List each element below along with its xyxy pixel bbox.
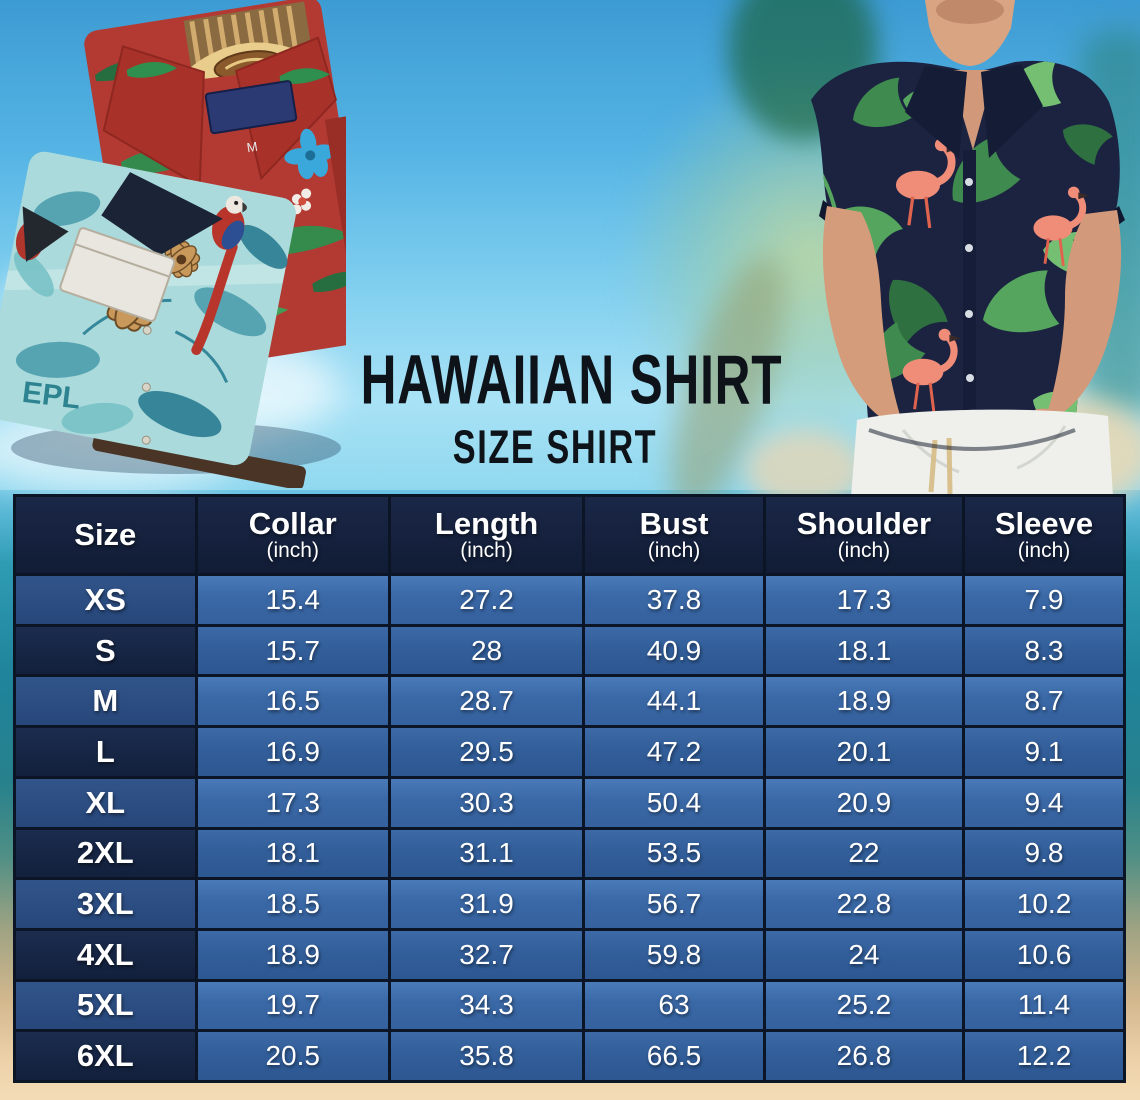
value-cell: 20.1 [765, 728, 963, 776]
value-cell: 7.9 [965, 576, 1123, 624]
value-cell: 37.8 [585, 576, 763, 624]
header-cell-bust: Bust (inch) [585, 497, 763, 573]
header-cell-collar: Collar (inch) [197, 497, 388, 573]
red-shirt-label [204, 80, 298, 135]
column-label: Length [434, 505, 539, 541]
size-cell: XL [16, 778, 195, 827]
size-table: Size Collar (inch) Length (inch) Bust (inch… [13, 494, 1126, 1083]
value-cell: 20.9 [765, 778, 963, 827]
column-label: Bust [639, 505, 709, 541]
value-cell: 28 [390, 626, 583, 675]
teal-shirt-print-text: EPL [20, 376, 82, 416]
value-cell: 17.3 [765, 576, 963, 624]
value-cell: 9.8 [965, 829, 1123, 878]
value-cell: 31.1 [390, 829, 583, 878]
value-cell: 31.9 [390, 880, 583, 928]
column-unit: (inch) [647, 539, 701, 563]
poster-title: HAWAIIAN SHIRT [360, 341, 783, 420]
value-cell: 34.3 [390, 981, 583, 1030]
value-cell: 22.8 [765, 880, 963, 928]
value-cell: 17.3 [197, 778, 388, 827]
column-label: Shoulder [796, 505, 932, 541]
column-unit: (inch) [1017, 539, 1071, 563]
size-cell: 4XL [16, 930, 195, 979]
value-cell: 19.7 [197, 981, 388, 1030]
value-cell: 47.2 [585, 728, 763, 776]
value-cell: 9.4 [965, 778, 1123, 827]
size-cell: 2XL [16, 829, 195, 878]
value-cell: 25.2 [765, 981, 963, 1030]
shirt-buttons [141, 325, 152, 445]
value-cell: 8.3 [965, 626, 1123, 675]
teal-shirt-collar [101, 172, 223, 256]
size-cell: S [16, 626, 195, 675]
value-cell: 18.5 [197, 880, 388, 928]
red-shirt-size-tag: M [246, 139, 259, 156]
folded-shirts-photo: M IN [0, 0, 346, 488]
column-label: Collar [248, 505, 337, 541]
parrot [191, 195, 247, 356]
value-cell: 15.7 [197, 626, 388, 675]
column-label: Size [74, 517, 137, 553]
value-cell: 11.4 [965, 981, 1123, 1030]
value-cell: 26.8 [765, 1032, 963, 1080]
value-cell: 18.1 [197, 829, 388, 878]
value-cell: 27.2 [390, 576, 583, 624]
header-cell-size: Size [16, 497, 195, 573]
value-cell: 63 [585, 981, 763, 1030]
value-cell: 10.2 [965, 880, 1123, 928]
title-block: HAWAIIAN SHIRT SIZE SHIRT [312, 346, 798, 474]
size-cell: XS [16, 576, 195, 624]
column-unit: (inch) [837, 539, 891, 563]
size-cell: 6XL [16, 1032, 195, 1080]
value-cell: 50.4 [585, 778, 763, 827]
header-cell-length: Length (inch) [390, 497, 583, 573]
value-cell: 15.4 [197, 576, 388, 624]
size-cell: L [16, 728, 195, 776]
value-cell: 28.7 [390, 677, 583, 726]
value-cell: 18.1 [765, 626, 963, 675]
size-cell: M [16, 677, 195, 726]
value-cell: 18.9 [765, 677, 963, 726]
value-cell: 16.9 [197, 728, 388, 776]
header-cell-sleeve: Sleeve (inch) [965, 497, 1123, 573]
value-cell: 8.7 [965, 677, 1123, 726]
column-unit: (inch) [460, 539, 513, 563]
value-cell: 32.7 [390, 930, 583, 979]
hero-photo: M IN [0, 0, 1140, 500]
value-cell: 22 [765, 829, 963, 878]
column-unit: (inch) [266, 539, 319, 563]
value-cell: 29.5 [390, 728, 583, 776]
value-cell: 16.5 [197, 677, 388, 726]
value-cell: 20.5 [197, 1032, 388, 1080]
model-pants [851, 409, 1113, 497]
value-cell: 10.6 [965, 930, 1123, 979]
value-cell: 12.2 [965, 1032, 1123, 1080]
value-cell: 18.9 [197, 930, 388, 979]
value-cell: 66.5 [585, 1032, 763, 1080]
size-cell: 5XL [16, 981, 195, 1030]
column-label: Sleeve [994, 505, 1094, 541]
size-cell: 3XL [16, 880, 195, 928]
header-cell-shoulder: Shoulder (inch) [765, 497, 963, 573]
blue-hibiscus-flowers [284, 128, 336, 180]
model-photo [811, 0, 1125, 497]
value-cell: 30.3 [390, 778, 583, 827]
value-cell: 56.7 [585, 880, 763, 928]
teal-shirt-photo: EPL [0, 151, 296, 466]
value-cell: 24 [765, 930, 963, 979]
value-cell: 40.9 [585, 626, 763, 675]
poster-subtitle: SIZE SHIRT [452, 421, 658, 474]
model-neck [925, 0, 1015, 66]
value-cell: 35.8 [390, 1032, 583, 1080]
teal-shirt-pocket [59, 227, 176, 322]
value-cell: 9.1 [965, 728, 1123, 776]
value-cell: 53.5 [585, 829, 763, 878]
value-cell: 59.8 [585, 930, 763, 979]
value-cell: 44.1 [585, 677, 763, 726]
